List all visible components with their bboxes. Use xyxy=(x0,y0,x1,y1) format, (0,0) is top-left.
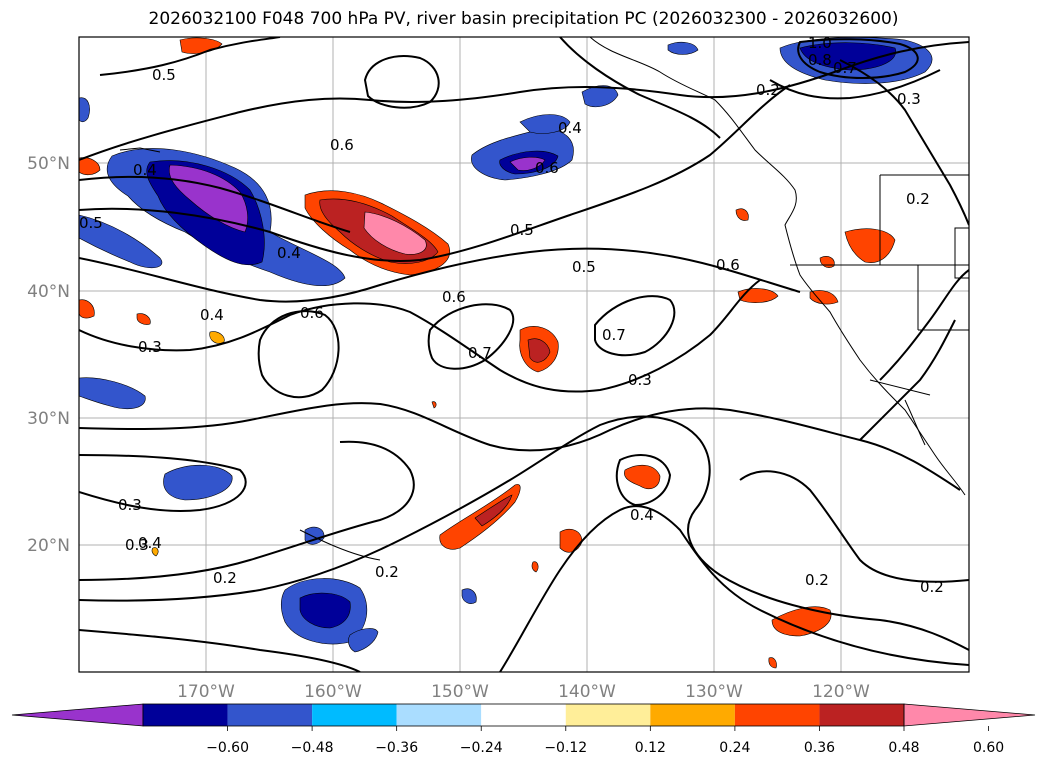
colorbar-tick-label: 0.12 xyxy=(635,740,666,756)
map-frame xyxy=(78,36,970,673)
contour-label: 0.5 xyxy=(572,258,596,276)
colorbar-tick-label: −0.36 xyxy=(375,740,418,756)
contour-label: 0.2 xyxy=(906,190,930,208)
colorbar-cell xyxy=(565,704,651,726)
coastlines xyxy=(119,37,969,561)
lat-label: 30°N xyxy=(27,409,70,429)
colorbar-outline xyxy=(142,703,905,727)
contour-label: 0.4 xyxy=(133,161,157,179)
colorbar-tick-label: 0.36 xyxy=(804,740,835,756)
lon-label: 170°W xyxy=(177,682,235,702)
contour-label: 0.6 xyxy=(442,288,466,306)
colorbar-cell xyxy=(227,704,313,726)
colorbar-cell xyxy=(481,704,566,726)
lat-label: 20°N xyxy=(27,536,70,556)
colorbar-extend-high xyxy=(903,703,1036,727)
contour-label: 0.2 xyxy=(375,563,399,581)
lat-label: 40°N xyxy=(27,282,70,302)
contour-label: 0.4 xyxy=(277,244,301,262)
contour-label: 0.6 xyxy=(535,159,559,177)
contour-label: 0.4 xyxy=(630,506,654,524)
colorbar-cell xyxy=(734,704,820,726)
contour-label: 0.3 xyxy=(125,536,149,554)
colorbar-tick-label: −0.24 xyxy=(460,740,503,756)
contour-label: 0.3 xyxy=(628,371,652,389)
longitude-labels: 170°W 160°W 150°W 140°W 130°W 120°W xyxy=(177,682,870,702)
colorbar-tick-label: −0.12 xyxy=(544,740,587,756)
colorbar-cell xyxy=(650,704,735,726)
contour-label: 0.7 xyxy=(833,59,857,77)
contour-label: 0.3 xyxy=(897,90,921,108)
contour-label: 0.5 xyxy=(152,66,176,84)
contour-label: 0.7 xyxy=(602,326,626,344)
colorbar: −0.60 −0.48 −0.36 −0.24 −0.12 0.12 0.24 0.36 0.4… xyxy=(11,703,1036,756)
colorbar-tick-label: −0.48 xyxy=(291,740,334,756)
contour-label: 0.8 xyxy=(808,51,832,69)
contour-label: 0.6 xyxy=(300,304,324,322)
colorbar-cell xyxy=(396,704,482,726)
contour-label: 0.5 xyxy=(510,221,534,239)
contour-label: 0.2 xyxy=(756,81,780,99)
colorbar-cell xyxy=(819,704,904,726)
colorbar-cell xyxy=(143,704,228,726)
lon-label: 130°W xyxy=(685,682,743,702)
lon-label: 140°W xyxy=(558,682,616,702)
contour-label: 0.3 xyxy=(118,496,142,514)
map-title: 2026032100 F048 700 hPa PV, river basin … xyxy=(148,9,899,29)
contour-label: 0.2 xyxy=(213,569,237,587)
colorbar-extend-low xyxy=(11,703,144,727)
contour-label: 0.3 xyxy=(138,338,162,356)
contour-label: 0.6 xyxy=(330,136,354,154)
lat-label: 50°N xyxy=(27,154,70,174)
contour-labels: 1.0 0.8 0.7 0.5 0.4 0.3 0.2 0.6 0.4 0.6 … xyxy=(79,34,944,596)
contour-label: 0.2 xyxy=(805,571,829,589)
contour-label: 0.4 xyxy=(138,534,162,552)
contour-label: 0.5 xyxy=(79,214,103,232)
contour-label: 0.4 xyxy=(200,306,224,324)
colorbar-tick-label: −0.60 xyxy=(206,740,249,756)
contour-label: 0.7 xyxy=(468,344,492,362)
colorbar-tick-label: 0.60 xyxy=(973,740,1004,756)
colorbar-tick-label: 0.24 xyxy=(719,740,750,756)
neg-blob-west-edge xyxy=(79,214,163,269)
colorbar-cell xyxy=(312,704,397,726)
contour-label: 0.2 xyxy=(920,578,944,596)
lon-label: 150°W xyxy=(431,682,489,702)
contour-label: 0.6 xyxy=(716,256,740,274)
lon-label: 160°W xyxy=(304,682,362,702)
lon-label: 120°W xyxy=(812,682,870,702)
latitude-labels: 50°N 40°N 30°N 20°N xyxy=(27,154,70,556)
pv-contours xyxy=(79,37,969,672)
colorbar-tick-label: 0.48 xyxy=(888,740,919,756)
contour-label: 1.0 xyxy=(808,34,832,52)
negative-precip-areas xyxy=(79,37,933,653)
contour-label: 0.4 xyxy=(558,119,582,137)
